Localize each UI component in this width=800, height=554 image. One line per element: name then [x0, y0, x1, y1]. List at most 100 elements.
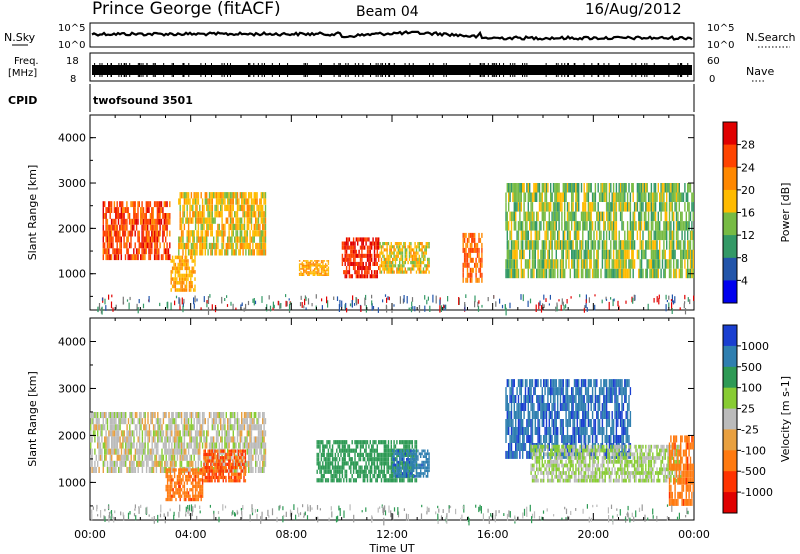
scatter-mark — [207, 307, 210, 315]
data-cell — [330, 478, 332, 483]
scatter-mark — [305, 296, 307, 301]
data-cell — [109, 418, 111, 425]
data-cell — [130, 254, 132, 261]
data-cell — [333, 469, 335, 474]
data-cell — [134, 213, 136, 219]
data-cell — [225, 442, 227, 449]
data-cell — [652, 249, 654, 260]
data-cell — [675, 259, 678, 269]
data-cell — [677, 230, 679, 241]
data-cell — [584, 268, 587, 279]
nave-tick-top: 60 — [707, 56, 720, 67]
data-cell — [133, 218, 135, 225]
data-cell — [529, 259, 531, 269]
data-cell — [206, 459, 208, 463]
data-cell — [237, 479, 240, 483]
data-cell — [189, 236, 191, 243]
data-cell — [159, 424, 162, 431]
data-cell — [415, 257, 418, 261]
data-cell — [243, 442, 246, 449]
data-cell — [108, 442, 110, 449]
data-cell — [236, 430, 239, 437]
scatter-mark — [481, 304, 483, 308]
data-cell — [684, 230, 686, 241]
data-cell — [111, 412, 113, 419]
data-cell — [362, 474, 364, 479]
data-cell — [178, 488, 180, 492]
data-cell — [185, 424, 187, 431]
data-cell — [413, 469, 415, 473]
data-cell — [154, 424, 156, 431]
data-cell — [181, 277, 184, 281]
data-cell — [252, 211, 254, 218]
data-cell — [200, 249, 202, 256]
data-cell — [393, 455, 395, 458]
data-cell — [232, 192, 234, 199]
data-cell — [115, 207, 117, 213]
data-cell — [590, 240, 592, 250]
data-cell — [531, 192, 534, 202]
data-cell — [228, 466, 230, 473]
scatter-mark — [633, 294, 635, 301]
data-cell — [134, 424, 137, 431]
data-cell — [233, 456, 235, 460]
data-cell — [208, 204, 211, 212]
data-cell — [314, 268, 316, 270]
data-cell — [221, 456, 223, 460]
data-cell — [524, 192, 527, 202]
scatter-mark — [110, 301, 113, 309]
scatter-mark — [341, 300, 343, 308]
data-cell — [664, 202, 666, 212]
data-cell — [145, 224, 147, 231]
data-cell — [375, 237, 377, 242]
data-cell — [387, 452, 390, 457]
data-cell — [253, 211, 255, 218]
data-cell — [165, 412, 167, 419]
data-cell — [219, 449, 222, 453]
data-cell — [329, 457, 331, 462]
data-cell — [390, 254, 392, 258]
data-cell — [178, 259, 181, 263]
data-cell — [326, 452, 328, 457]
data-cell — [116, 430, 118, 437]
data-cell — [179, 491, 181, 495]
data-cell — [421, 460, 423, 464]
data-cell — [369, 465, 371, 470]
data-cell — [566, 211, 569, 222]
data-cell — [611, 202, 613, 212]
data-cell — [149, 242, 152, 249]
data-cell — [582, 221, 584, 231]
data-cell — [401, 474, 404, 478]
data-cell — [324, 461, 327, 466]
data-cell — [235, 466, 237, 470]
data-cell — [235, 211, 237, 218]
data-cell — [180, 418, 183, 425]
data-cell — [95, 418, 97, 425]
data-cell — [150, 466, 152, 473]
data-cell — [227, 204, 229, 212]
data-cell — [540, 221, 542, 231]
data-cell — [199, 424, 201, 431]
data-cell — [193, 192, 195, 199]
data-cell — [102, 224, 104, 231]
data-cell — [192, 249, 194, 256]
data-cell — [619, 259, 622, 269]
data-cell — [368, 461, 370, 466]
data-cell — [102, 418, 104, 425]
data-cell — [516, 240, 518, 250]
data-cell — [393, 463, 395, 467]
data-cell — [147, 436, 149, 443]
data-cell — [264, 230, 267, 237]
data-cell — [404, 267, 406, 271]
data-cell — [196, 430, 198, 437]
data-cell — [387, 469, 390, 474]
data-cell — [660, 183, 662, 193]
data-cell — [578, 230, 580, 241]
data-cell — [135, 218, 138, 225]
data-cell — [601, 259, 604, 269]
data-cell — [383, 254, 385, 258]
data-cell — [561, 202, 563, 212]
data-cell — [105, 248, 107, 255]
data-cell — [221, 475, 223, 480]
data-cell — [394, 444, 397, 449]
